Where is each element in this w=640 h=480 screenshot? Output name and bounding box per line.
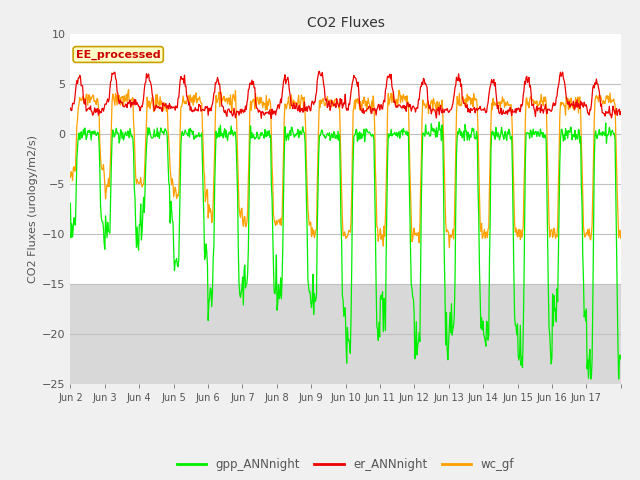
Legend: gpp_ANNnight, er_ANNnight, wc_gf: gpp_ANNnight, er_ANNnight, wc_gf xyxy=(172,454,519,476)
Title: CO2 Fluxes: CO2 Fluxes xyxy=(307,16,385,30)
Text: EE_processed: EE_processed xyxy=(76,49,161,60)
Bar xyxy=(70,284,621,384)
Y-axis label: CO2 Fluxes (urology/m2/s): CO2 Fluxes (urology/m2/s) xyxy=(28,135,38,283)
